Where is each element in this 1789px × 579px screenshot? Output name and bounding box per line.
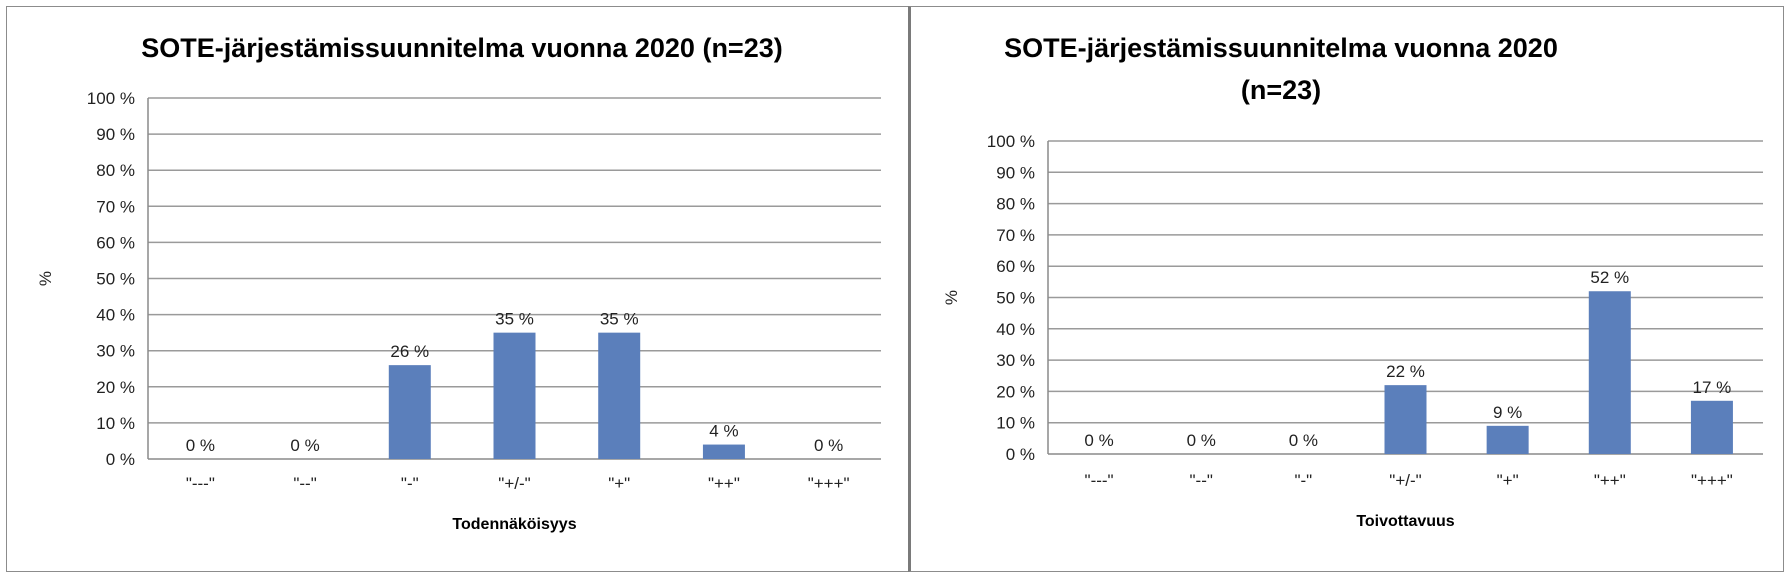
data-label: 0 % <box>1289 431 1318 450</box>
bar <box>388 365 431 459</box>
bar <box>1384 385 1427 454</box>
chart-likelihood: SOTE-järjestämissuunnitelma vuonna 2020 … <box>36 33 881 533</box>
x-tick-label: "--" <box>293 474 316 493</box>
bar <box>1588 291 1631 454</box>
data-label: 35 % <box>495 310 534 329</box>
chart-desirability: SOTE-järjestämissuunnitelma vuonna 2020 (… <box>942 33 1763 530</box>
data-label: 0 % <box>1084 431 1113 450</box>
y-tick-label: 20 % <box>96 378 135 397</box>
x-axis-title: Toivottavuus <box>1356 513 1454 530</box>
data-label: 0 % <box>290 436 319 455</box>
data-label: 0 % <box>814 436 843 455</box>
data-label: 52 % <box>1590 268 1629 287</box>
y-tick-label: 10 % <box>996 414 1035 433</box>
chart-panel-likelihood: SOTE-järjestämissuunnitelma vuonna 2020 … <box>6 6 909 572</box>
y-tick-label: 80 % <box>996 195 1035 214</box>
x-tick-label: "---" <box>186 474 215 493</box>
x-tick-label: "++" <box>1594 471 1626 490</box>
y-tick-label: 50 % <box>96 270 135 289</box>
x-tick-label: "-" <box>1294 471 1312 490</box>
chart-title: (n=23) <box>1241 75 1321 105</box>
data-label: 35 % <box>600 310 639 329</box>
chart-title: SOTE-järjestämissuunnitelma vuonna 2020 … <box>141 33 782 63</box>
y-tick-label: 80 % <box>96 161 135 180</box>
bar <box>493 332 536 459</box>
x-tick-label: "+/-" <box>498 474 530 493</box>
y-tick-label: 100 % <box>987 132 1035 151</box>
chart-panel-desirability: SOTE-järjestämissuunnitelma vuonna 2020 (… <box>908 6 1784 572</box>
y-tick-label: 100 % <box>87 89 135 108</box>
y-tick-label: 40 % <box>996 320 1035 339</box>
y-tick-label: 60 % <box>96 233 135 252</box>
y-tick-label: 70 % <box>996 226 1035 245</box>
y-tick-label: 10 % <box>96 414 135 433</box>
data-label: 22 % <box>1386 362 1425 381</box>
bar <box>598 332 641 459</box>
y-tick-label: 20 % <box>996 382 1035 401</box>
data-label: 0 % <box>186 436 215 455</box>
y-tick-label: 30 % <box>996 351 1035 370</box>
x-tick-label: "---" <box>1085 471 1114 490</box>
y-tick-label: 0 % <box>106 450 135 469</box>
y-tick-label: 40 % <box>96 306 135 325</box>
x-axis-title: Todennäköisyys <box>452 516 576 533</box>
bar <box>702 444 745 459</box>
y-tick-label: 30 % <box>96 342 135 361</box>
x-tick-label: "--" <box>1190 471 1213 490</box>
y-axis-title: % <box>36 271 55 286</box>
data-label: 26 % <box>390 342 429 361</box>
chart-title: SOTE-järjestämissuunnitelma vuonna 2020 <box>1004 33 1558 63</box>
x-tick-label: "+/-" <box>1389 471 1421 490</box>
y-tick-label: 60 % <box>996 257 1035 276</box>
bar <box>1690 400 1733 454</box>
x-tick-label: "+++" <box>1691 471 1733 490</box>
x-tick-label: "+++" <box>808 474 850 493</box>
data-label: 0 % <box>1187 431 1216 450</box>
y-tick-label: 70 % <box>96 197 135 216</box>
bar <box>1486 425 1529 454</box>
y-tick-label: 90 % <box>96 125 135 144</box>
y-tick-label: 50 % <box>996 289 1035 308</box>
y-tick-label: 0 % <box>1006 445 1035 464</box>
x-tick-label: "+" <box>1497 471 1519 490</box>
x-tick-label: "++" <box>708 474 740 493</box>
y-tick-label: 90 % <box>996 163 1035 182</box>
y-axis-title: % <box>942 290 961 305</box>
data-label: 4 % <box>709 422 738 441</box>
data-label: 9 % <box>1493 403 1522 422</box>
x-tick-label: "-" <box>401 474 419 493</box>
x-tick-label: "+" <box>608 474 630 493</box>
data-label: 17 % <box>1693 378 1732 397</box>
